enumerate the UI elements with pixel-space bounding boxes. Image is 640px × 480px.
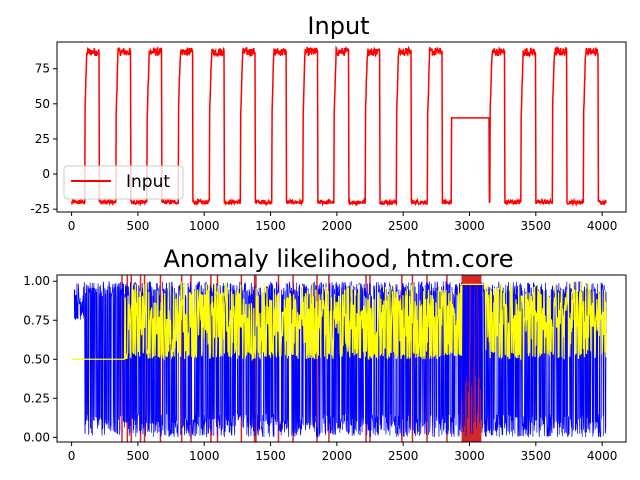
y-tick-label: -25 (30, 202, 50, 216)
x-tick-label: 0 (68, 449, 76, 463)
input-axis-ticks: 0 500 1000 1500 2000 2500 3000 3500 4000 -25 0 25 50… (30, 62, 617, 233)
y-tick-label: 0.75 (23, 313, 50, 327)
input-chart: Input 0 500 1000 1500 2000 2500 3000 3500 4000-2… (30, 12, 627, 233)
x-tick-label: 1000 (189, 219, 220, 233)
x-tick-label: 2000 (322, 219, 353, 233)
anomaly-yellow-series (71, 280, 607, 362)
x-tick-label: 1500 (255, 219, 286, 233)
y-tick-label: 50 (35, 97, 50, 111)
y-tick-label: 0 (42, 167, 50, 181)
anomaly-blue-series (73, 281, 607, 439)
x-tick-label: 4000 (587, 449, 618, 463)
x-tick-label: 4000 (587, 219, 618, 233)
x-tick-label: 500 (126, 449, 149, 463)
anomaly-plot-area (71, 275, 607, 442)
x-tick-label: 2500 (388, 449, 419, 463)
y-tick-label: 75 (35, 62, 50, 76)
anomaly-chart: Anomaly likelihood, htm.core 0 500 1000 150… (23, 245, 627, 463)
x-tick-label: 3500 (521, 449, 552, 463)
input-legend: Input (63, 165, 184, 200)
legend-label-input: Input (126, 172, 170, 192)
x-tick-label: 1000 (189, 449, 220, 463)
anomaly-axis-ticks: 0 500 1000 1500 2000 2500 3000 3500 4000 0.00 0.25… (23, 274, 617, 463)
anomaly-chart-title: Anomaly likelihood, htm.core (163, 245, 513, 273)
y-tick-label: 25 (35, 132, 50, 146)
legend-box (63, 165, 184, 200)
input-plot-area (70, 45, 607, 208)
anomaly-axes-frame (56, 274, 627, 443)
x-tick-label: 3000 (454, 219, 485, 233)
x-tick-label: 0 (68, 219, 76, 233)
y-tick-label: 0.00 (23, 430, 50, 444)
y-tick-label: 0.50 (23, 352, 50, 366)
input-axes-frame (56, 41, 627, 213)
x-tick-label: 3500 (521, 219, 552, 233)
x-tick-label: 2500 (388, 219, 419, 233)
y-tick-label: 0.25 (23, 391, 50, 405)
y-tick-label: 1.00 (23, 274, 50, 288)
x-tick-label: 500 (126, 219, 149, 233)
x-tick-label: 2000 (322, 449, 353, 463)
x-tick-label: 3000 (454, 449, 485, 463)
input-chart-title: Input (307, 12, 369, 40)
x-tick-label: 1500 (255, 449, 286, 463)
input-series-line (70, 45, 607, 208)
